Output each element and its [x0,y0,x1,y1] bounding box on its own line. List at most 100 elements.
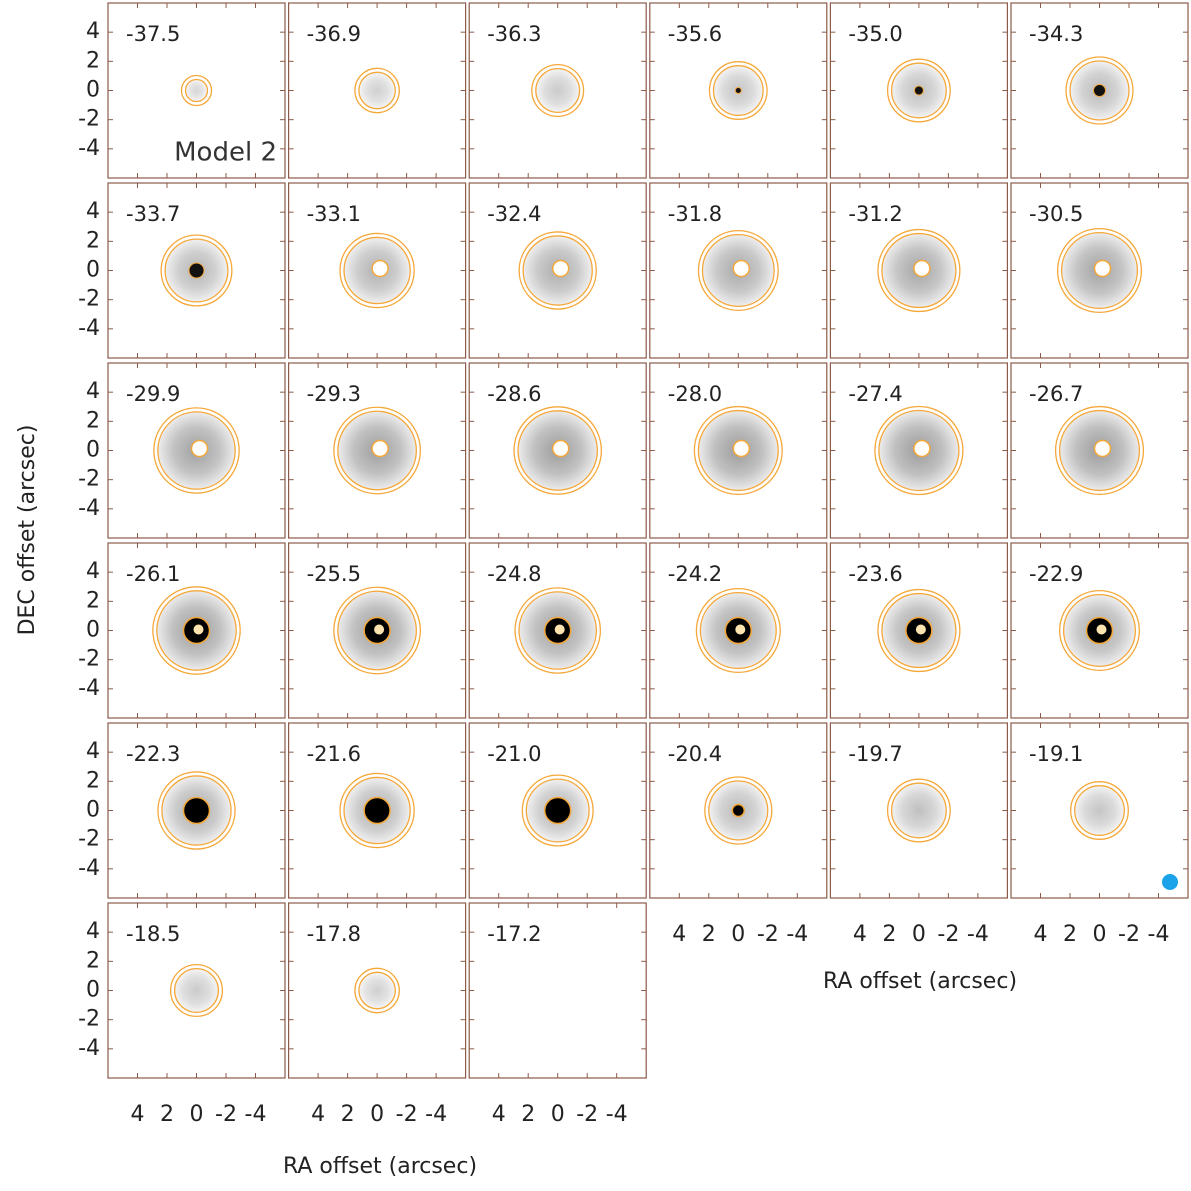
contour [525,778,590,843]
channel-velocity: -29.3 [307,382,361,406]
y-tick-label: 0 [86,258,100,283]
x-tick-label: 4 [853,922,867,947]
contour [886,778,951,843]
y-tick-label: 4 [86,19,100,44]
contour [160,234,233,307]
emission-halo [891,783,947,838]
emission-core [554,624,565,635]
channel-velocity: -30.5 [1029,202,1083,226]
contour [333,586,421,675]
emission-core [1093,84,1106,97]
y-tick-label: -2 [78,1007,100,1032]
contour [180,74,213,107]
contour [337,410,417,491]
emission-halo [174,968,219,1013]
x-tick-label: -4 [1148,922,1170,947]
y-tick-label: 4 [86,919,100,944]
contour [693,405,783,496]
y-tick-label: -4 [78,496,100,521]
emission-halo [1074,785,1125,836]
contour [518,231,597,310]
contour [1059,590,1140,671]
contour [877,588,961,673]
contour [343,236,411,305]
y-tick-label: 0 [86,978,100,1003]
x-tick-label: -2 [937,922,959,947]
channel-velocity: -32.4 [487,202,541,226]
contour [157,771,236,850]
y-tick-label: -2 [78,467,100,492]
channel-velocity: -22.9 [1029,562,1083,586]
annotation: Model 2 [174,138,277,168]
contour [697,409,779,492]
x-tick-label: 4 [492,1102,506,1127]
y-tick-label: 2 [86,948,100,973]
contour [343,776,411,845]
x-tick-label: -4 [606,1102,628,1127]
x-tick-label: 0 [1093,922,1107,947]
x-tick-label: 2 [1063,922,1077,947]
channel-velocity: -33.7 [126,202,180,226]
contour [877,228,961,313]
emission-core [374,624,385,635]
emission-halo [358,72,396,109]
contour [890,782,947,839]
emission-core [731,803,746,818]
channel-velocity: -23.6 [848,562,902,586]
y-tick-label: 2 [86,588,100,613]
contour [333,406,421,495]
x-tick-label: -4 [786,922,808,947]
y-tick-label: 4 [86,199,100,224]
channel-velocity: -36.3 [487,22,541,46]
y-tick-label: 2 [86,48,100,73]
y-tick-label: 2 [86,408,100,433]
contour [881,592,957,669]
channel-velocity: -28.0 [668,382,722,406]
emission-core [190,439,209,458]
contour [535,67,581,114]
channel-velocity: -26.1 [126,562,180,586]
channel-velocity: -21.0 [487,742,541,766]
x-tick-label: 4 [311,1102,325,1127]
channel-velocity: -24.8 [487,562,541,586]
x-tick-label: 0 [912,922,926,947]
contour [881,232,957,309]
emission-core [734,87,742,94]
y-tick-label: -4 [78,1036,100,1061]
x-tick-label: 0 [731,922,745,947]
y-tick-label: 2 [86,228,100,253]
emission-core [188,262,205,279]
emission-core [1093,259,1112,278]
channel-velocity: -36.9 [307,22,361,46]
contour [518,591,598,670]
emission-halo [358,972,396,1009]
y-tick-label: 4 [86,379,100,404]
channel-velocity: -26.7 [1029,382,1083,406]
x-tick-label: 4 [1034,922,1048,947]
channel-velocity: -22.3 [126,742,180,766]
x-axis-label: RA offset (arcsec) [283,1154,477,1179]
x-tick-label: 2 [341,1102,355,1127]
contour [354,67,400,114]
contour [337,590,417,671]
channel-velocity: -20.4 [668,742,722,766]
emission-core [732,439,751,458]
channel-velocity: -35.0 [848,22,902,46]
contour [890,62,947,119]
y-tick-label: -4 [78,316,100,341]
contour [708,61,768,120]
channel-velocity: -17.8 [307,922,361,946]
emission-core [371,439,389,458]
x-tick-label: 2 [160,1102,174,1127]
emission-core [363,796,391,825]
y-tick-label: -2 [78,647,100,672]
x-tick-label: 4 [672,922,686,947]
contour [164,238,229,303]
x-tick-label: -2 [757,922,779,947]
emission-core [913,259,931,278]
y-tick-label: -4 [78,856,100,881]
contour [1065,56,1134,125]
contour [695,587,781,674]
contour [1058,409,1141,492]
